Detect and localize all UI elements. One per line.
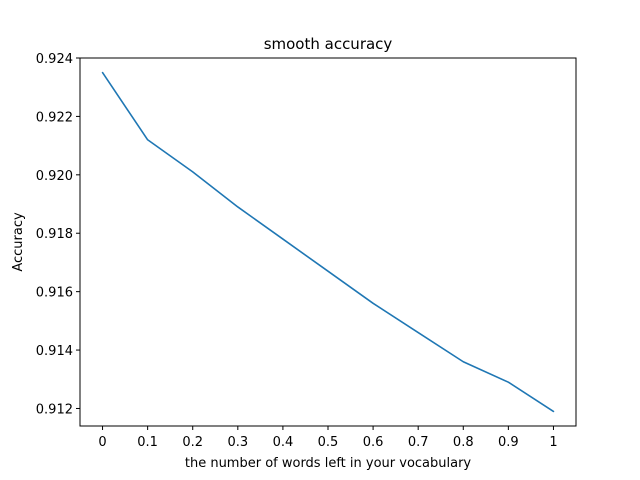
- x-tick-label: 0.1: [137, 435, 158, 450]
- y-axis-label: Accuracy: [11, 212, 26, 272]
- x-tick-label: 0.6: [363, 435, 384, 450]
- series-layer: [101, 71, 555, 413]
- x-tick-label: 0.2: [182, 435, 203, 450]
- y-tick-label: 0.918: [36, 227, 73, 242]
- chart-title: smooth accuracy: [264, 35, 393, 53]
- x-axis-label: the number of words left in your vocabul…: [185, 456, 472, 471]
- x-axis-ticks: 0 0.1 0.2 0.3 0.4 0.5 0.6 0.7 0.8 0.9 1: [98, 426, 558, 450]
- plot-area: [80, 58, 576, 426]
- plot-frame: [79, 57, 577, 427]
- x-tick-label: 0.4: [273, 435, 294, 450]
- x-tick-label: 0: [98, 435, 106, 450]
- y-tick-label: 0.924: [36, 52, 73, 67]
- x-tick-label: 0.3: [227, 435, 248, 450]
- y-axis-ticks: 0.912 0.914 0.916 0.918 0.920 0.922 0.924: [36, 52, 80, 417]
- y-tick-label: 0.922: [36, 110, 73, 125]
- y-tick-label: 0.912: [36, 402, 73, 417]
- x-tick-label: 0.9: [498, 435, 519, 450]
- x-tick-label: 0.8: [453, 435, 474, 450]
- x-tick-label: 0.7: [408, 435, 429, 450]
- y-tick-label: 0.914: [36, 344, 73, 359]
- y-tick-label: 0.916: [36, 286, 73, 301]
- x-tick-label: 0.5: [318, 435, 339, 450]
- x-tick-label: 1: [549, 435, 557, 450]
- series-line: [101, 71, 555, 413]
- y-tick-label: 0.920: [36, 169, 73, 184]
